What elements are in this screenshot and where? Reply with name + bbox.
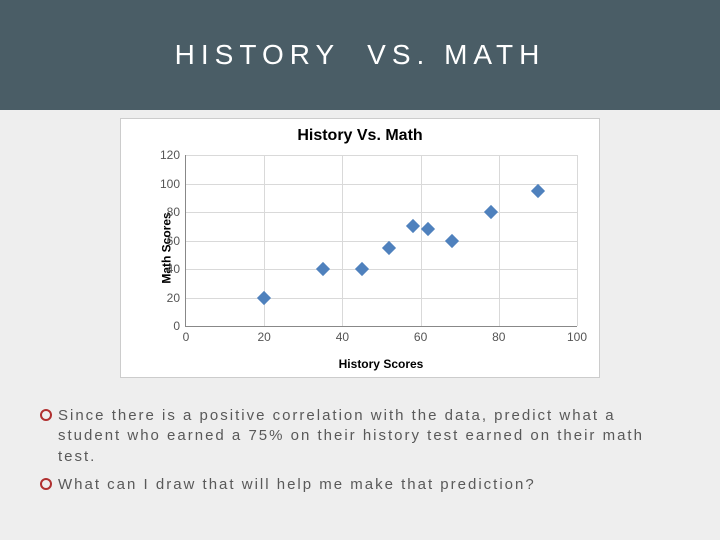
chart-gridline-h <box>186 155 577 156</box>
chart-gridline-v <box>421 155 422 326</box>
chart-data-point <box>421 222 435 236</box>
chart-container: History Vs. Math Math Scores 02040608010… <box>0 110 720 406</box>
chart-ytick-label: 80 <box>167 205 186 219</box>
chart-data-point <box>445 233 459 247</box>
chart-gridline-h <box>186 241 577 242</box>
chart-xtick-label: 0 <box>183 326 190 344</box>
chart-gridline-h <box>186 212 577 213</box>
chart-xtick-label: 60 <box>414 326 427 344</box>
chart-data-point <box>355 262 369 276</box>
chart-gridline-v <box>342 155 343 326</box>
chart-gridline-v <box>577 155 578 326</box>
chart-gridline-h <box>186 298 577 299</box>
chart-gridline-h <box>186 269 577 270</box>
chart-ytick-label: 120 <box>160 148 186 162</box>
bullet-list: Since there is a positive correlation wi… <box>0 406 720 495</box>
chart-plot-area: 020406080100120020406080100 <box>185 155 577 327</box>
chart-data-point <box>406 219 420 233</box>
bullet-ring-icon <box>40 478 52 490</box>
chart-xlabel: History Scores <box>185 357 577 371</box>
chart-xtick-label: 40 <box>336 326 349 344</box>
chart-box: History Vs. Math Math Scores 02040608010… <box>120 118 600 378</box>
bullet-text: Since there is a positive correlation wi… <box>58 406 680 467</box>
chart-ytick-label: 20 <box>167 291 186 305</box>
bullet-item: What can I draw that will help me make t… <box>40 475 680 495</box>
chart-xtick-label: 80 <box>492 326 505 344</box>
chart-data-point <box>316 262 330 276</box>
slide-header: HISTORY VS. MATH <box>0 0 720 110</box>
bullet-text: What can I draw that will help me make t… <box>58 475 536 495</box>
chart-data-point <box>484 205 498 219</box>
chart-data-point <box>531 184 545 198</box>
chart-xtick-label: 20 <box>258 326 271 344</box>
chart-data-point <box>257 290 271 304</box>
bullet-item: Since there is a positive correlation wi… <box>40 406 680 467</box>
chart-gridline-v <box>499 155 500 326</box>
chart-xtick-label: 100 <box>567 326 587 344</box>
chart-plot-region: 020406080100120020406080100 <box>185 155 577 327</box>
slide-title: HISTORY VS. MATH <box>175 39 546 71</box>
chart-title: History Vs. Math <box>135 127 585 145</box>
chart-ytick-label: 100 <box>160 177 186 191</box>
chart-ytick-label: 40 <box>167 262 186 276</box>
chart-gridline-h <box>186 184 577 185</box>
bullet-ring-icon <box>40 409 52 421</box>
chart-ytick-label: 60 <box>167 234 186 248</box>
chart-data-point <box>382 241 396 255</box>
